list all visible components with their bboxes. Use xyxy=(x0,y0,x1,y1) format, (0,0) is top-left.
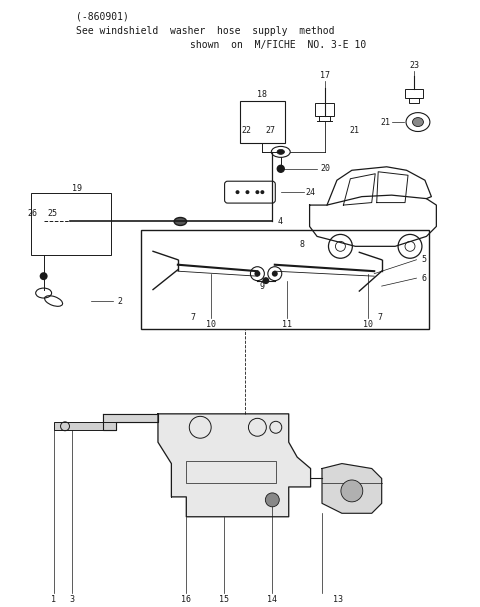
Bar xyxy=(186,461,276,483)
Text: 24: 24 xyxy=(306,188,315,197)
Bar xyxy=(54,422,116,430)
Text: 10: 10 xyxy=(363,320,373,329)
Text: 11: 11 xyxy=(282,320,292,329)
Text: 19: 19 xyxy=(72,184,82,193)
Text: See windshield  washer  hose  supply  method: See windshield washer hose supply method xyxy=(76,26,335,36)
Text: 21: 21 xyxy=(380,118,390,126)
Text: shown  on  M/FICHE  NO. 3-E 10: shown on M/FICHE NO. 3-E 10 xyxy=(190,39,367,50)
Text: 13: 13 xyxy=(334,595,343,604)
Circle shape xyxy=(263,277,269,284)
Text: 1: 1 xyxy=(51,595,56,604)
Circle shape xyxy=(272,271,278,277)
Bar xyxy=(141,230,429,330)
Bar xyxy=(405,89,423,98)
Text: 27: 27 xyxy=(266,126,276,135)
Circle shape xyxy=(260,190,264,194)
Text: 8: 8 xyxy=(300,240,305,249)
Ellipse shape xyxy=(277,149,285,154)
Circle shape xyxy=(236,190,240,194)
Text: 4: 4 xyxy=(277,217,282,226)
Text: 17: 17 xyxy=(320,72,329,80)
Circle shape xyxy=(265,493,279,507)
Text: 20: 20 xyxy=(321,164,331,173)
Text: 7: 7 xyxy=(190,313,195,322)
Text: 15: 15 xyxy=(219,595,229,604)
Circle shape xyxy=(255,190,259,194)
Polygon shape xyxy=(103,414,158,430)
Circle shape xyxy=(245,190,250,194)
Polygon shape xyxy=(322,464,382,514)
Text: 10: 10 xyxy=(206,320,216,329)
Text: 2: 2 xyxy=(117,296,122,305)
Text: 23: 23 xyxy=(409,61,419,70)
Text: 14: 14 xyxy=(267,595,277,604)
Circle shape xyxy=(40,272,48,280)
Text: 6: 6 xyxy=(421,274,426,283)
Text: 9: 9 xyxy=(260,282,265,291)
Text: (-860901): (-860901) xyxy=(76,11,129,21)
Bar xyxy=(319,115,330,121)
Polygon shape xyxy=(158,414,311,517)
Text: 5: 5 xyxy=(421,256,426,264)
Ellipse shape xyxy=(412,118,423,126)
Bar xyxy=(409,98,419,103)
Text: 21: 21 xyxy=(349,126,360,135)
Text: 25: 25 xyxy=(47,209,57,218)
Text: 22: 22 xyxy=(241,126,251,135)
Text: 26: 26 xyxy=(27,209,37,218)
Bar xyxy=(240,101,285,143)
Bar xyxy=(314,103,335,115)
Text: 16: 16 xyxy=(181,595,192,604)
Circle shape xyxy=(277,165,284,172)
Ellipse shape xyxy=(174,217,187,225)
Text: 18: 18 xyxy=(257,90,267,99)
Circle shape xyxy=(254,271,260,277)
Text: 7: 7 xyxy=(378,313,383,322)
Text: 3: 3 xyxy=(70,595,74,604)
Circle shape xyxy=(341,480,363,502)
Bar xyxy=(31,192,111,255)
